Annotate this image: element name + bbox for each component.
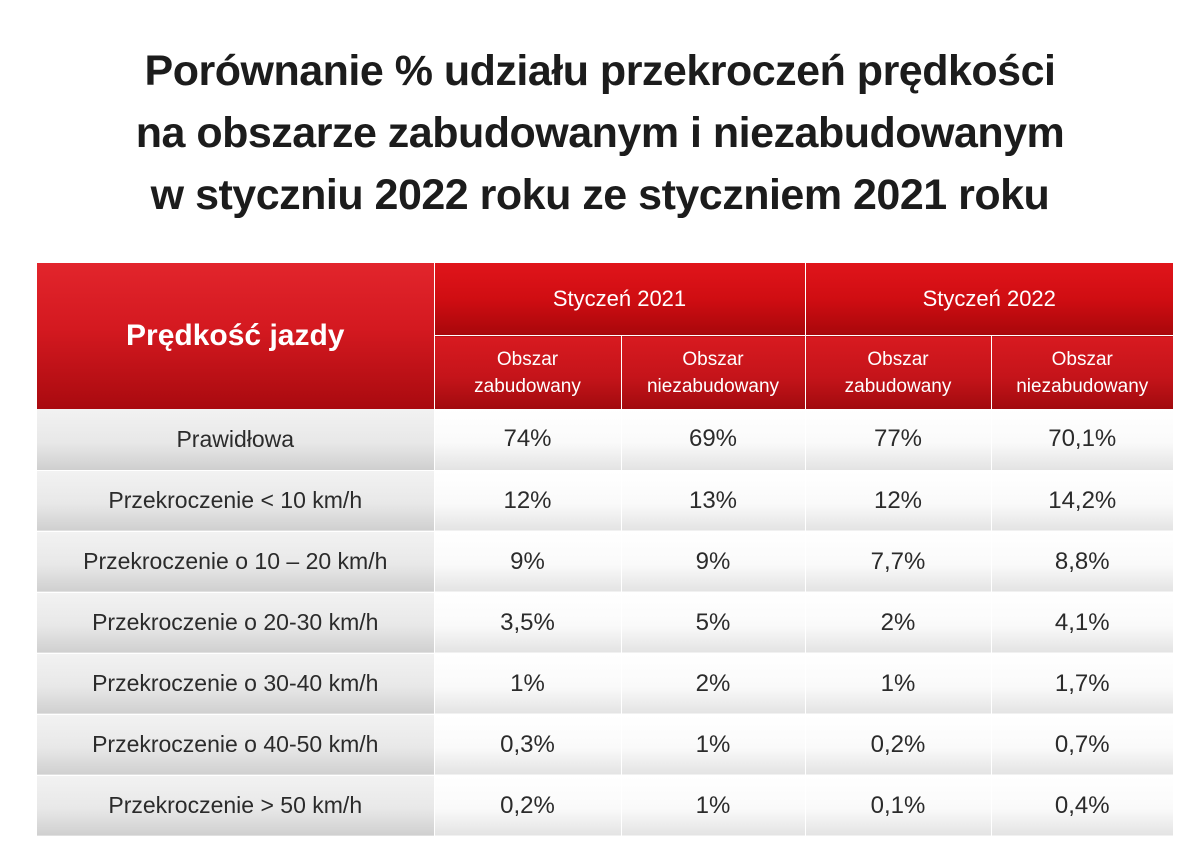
table-row: Prawidłowa 74% 69% 77% 70,1% [37,409,1173,471]
table-cell: 0,4% [991,775,1173,837]
period-header-2022: Styczeń 2022 [805,263,1173,336]
table-cell: 74% [434,409,622,471]
table-cell: 3,5% [434,592,622,654]
speeding-table: Prędkość jazdy Styczeń 2021 Styczeń 2022… [37,263,1173,837]
table-cell: 2% [621,653,806,715]
table-cell: 4,1% [991,592,1173,654]
table-cell: 2% [805,592,992,654]
table-cell: 12% [434,470,622,532]
area-header-line: zabudowany [474,375,581,397]
table-cell: 7,7% [805,531,992,593]
table-cell: 1% [621,775,806,837]
table-cell: 0,2% [434,775,622,837]
table-cell: 0,3% [434,714,622,776]
table-cell: 13% [621,470,806,532]
table-row: Przekroczenie o 20-30 km/h 3,5% 5% 2% 4,… [37,592,1173,654]
table-cell: 69% [621,409,806,471]
area-header-line: zabudowany [844,375,952,397]
table-cell: 77% [805,409,992,471]
area-header-2021-built: Obszar zabudowany [434,335,622,409]
table-cell: 5% [621,592,806,654]
table-row: Przekroczenie < 10 km/h 12% 13% 12% 14,2… [37,470,1173,532]
row-label: Przekroczenie o 40-50 km/h [37,714,435,776]
table-cell: 9% [621,531,806,593]
row-label: Przekroczenie o 10 – 20 km/h [37,531,435,593]
area-header-line: niezabudowany [1016,375,1149,397]
table-cell: 12% [805,470,992,532]
chart-title: Porównanie % udziału przekroczeń prędkoś… [0,40,1200,226]
table-cell: 9% [434,531,622,593]
area-header-line: Obszar [682,348,744,370]
table-body: Prawidłowa 74% 69% 77% 70,1% Przekroczen… [37,409,1173,837]
row-label: Przekroczenie o 30-40 km/h [37,653,435,715]
table-row: Przekroczenie o 40-50 km/h 0,3% 1% 0,2% … [37,714,1173,776]
title-line-2: na obszarze zabudowanym i niezabudowanym [135,109,1065,157]
row-label: Przekroczenie o 20-30 km/h [37,592,435,654]
table-cell: 0,1% [805,775,992,837]
table-cell: 0,7% [991,714,1173,776]
row-header-speed: Prędkość jazdy [37,263,435,409]
area-header-2021-unbuilt: Obszar niezabudowany [621,335,806,409]
row-label: Przekroczenie > 50 km/h [37,775,435,837]
table-row: Przekroczenie o 10 – 20 km/h 9% 9% 7,7% … [37,531,1173,593]
table-cell: 1% [434,653,622,715]
area-header-line: Obszar [1051,348,1113,370]
area-header-2022-unbuilt: Obszar niezabudowany [991,335,1173,409]
title-line-1: Porównanie % udziału przekroczeń prędkoś… [144,47,1056,95]
area-header-2022-built: Obszar zabudowany [805,335,992,409]
row-label: Prawidłowa [37,409,435,471]
table-cell: 1% [805,653,992,715]
table-cell: 1,7% [991,653,1173,715]
table-row: Przekroczenie > 50 km/h 0,2% 1% 0,1% 0,4… [37,775,1173,837]
table-cell: 0,2% [805,714,992,776]
area-header-line: Obszar [496,348,559,370]
table-cell: 14,2% [991,470,1173,532]
table-cell: 1% [621,714,806,776]
area-header-line: niezabudowany [646,375,780,397]
title-line-3: w styczniu 2022 roku ze styczniem 2021 r… [150,171,1050,219]
table-cell: 8,8% [991,531,1173,593]
table-cell: 70,1% [991,409,1173,471]
table-row: Przekroczenie o 30-40 km/h 1% 2% 1% 1,7% [37,653,1173,715]
period-header-2021: Styczeń 2021 [434,263,806,336]
area-header-line: Obszar [867,348,929,370]
row-label: Przekroczenie < 10 km/h [37,470,435,532]
